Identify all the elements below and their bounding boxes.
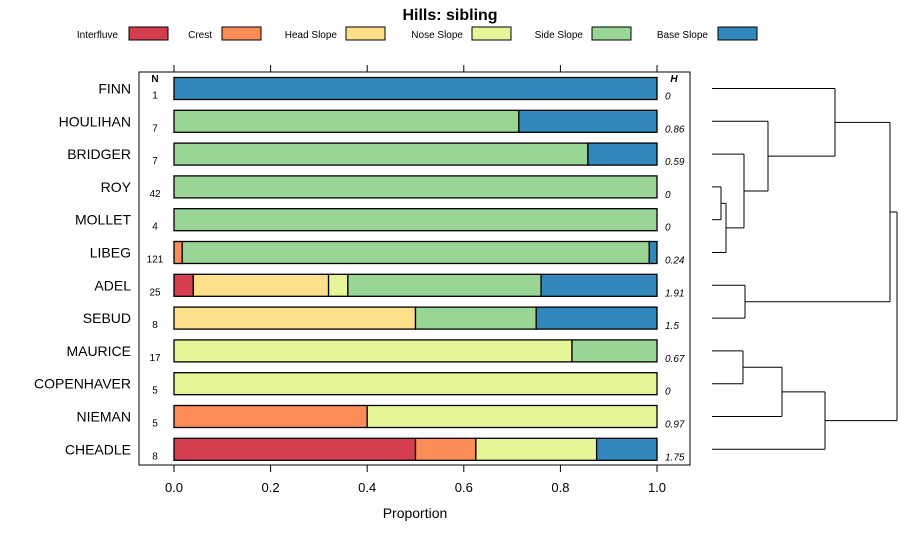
bar-segment-finn-base-slope	[173, 76, 658, 101]
row-label-finn: FINN	[98, 81, 131, 97]
x-tick-label: 0.0	[165, 480, 183, 495]
n-value-mollet: 4	[152, 222, 158, 233]
bar-segment-adel-base-slope	[540, 273, 658, 297]
bar-segment-cheadle-interfluve	[173, 437, 417, 461]
row-label-sebud: SEBUD	[83, 310, 131, 326]
bar-segment-sebud-base-slope	[535, 306, 658, 330]
h-value-maurice: 0.67	[665, 354, 685, 365]
n-value-adel: 25	[149, 287, 161, 298]
bar-segment-adel-interfluve	[173, 273, 194, 297]
bar-segment-mollet-side-slope	[173, 208, 658, 232]
x-tick-label: 0.2	[262, 480, 280, 495]
n-value-libeg: 121	[147, 255, 164, 266]
x-tick-label: 1.0	[648, 480, 666, 495]
legend-label-nose-slope: Nose Slope	[411, 30, 463, 41]
bar-segment-houlihan-side-slope	[173, 109, 520, 133]
n-value-maurice: 17	[149, 353, 161, 364]
bar-segment-copenhaver-nose-slope	[173, 372, 658, 396]
legend-swatch-side-slope	[591, 26, 632, 41]
legend-label-crest: Crest	[188, 30, 212, 41]
n-value-houlihan: 7	[152, 123, 158, 134]
legend-swatch-crest	[221, 26, 262, 41]
bar-segment-nieman-nose-slope	[366, 404, 658, 429]
row-label-adel: ADEL	[94, 277, 131, 293]
bar-segment-roy-side-slope	[173, 175, 658, 199]
row-label-roy: ROY	[101, 179, 132, 195]
bar-segment-libeg-side-slope	[181, 240, 650, 265]
legend-label-head-slope: Head Slope	[285, 30, 338, 41]
legend-swatch-head-slope	[345, 26, 386, 41]
plot-panel	[138, 71, 691, 466]
row-label-cheadle: CHEADLE	[65, 441, 131, 457]
h-value-mollet: 0	[665, 223, 671, 234]
row-label-bridger: BRIDGER	[67, 146, 131, 162]
bar-segment-adel-head-slope	[192, 273, 330, 297]
n-value-cheadle: 8	[152, 451, 158, 462]
n-value-copenhaver: 5	[152, 386, 158, 397]
n-value-finn: 1	[152, 91, 158, 102]
bar-segment-libeg-base-slope	[648, 240, 658, 265]
row-label-houlihan: HOULIHAN	[59, 113, 131, 129]
h-value-cheadle: 1.75	[665, 452, 685, 463]
bar-segment-libeg-crest	[173, 240, 183, 265]
n-value-roy: 42	[149, 189, 161, 200]
bar-segment-cheadle-crest	[414, 437, 477, 461]
h-value-adel: 1.91	[665, 288, 684, 299]
row-label-nieman: NIEMAN	[77, 409, 131, 425]
h-value-finn: 0	[665, 92, 671, 103]
bar-segment-maurice-side-slope	[571, 339, 658, 363]
bar-segment-adel-nose-slope	[327, 273, 349, 297]
legend-label-side-slope: Side Slope	[535, 30, 584, 41]
bar-segment-sebud-head-slope	[173, 306, 417, 330]
n-value-nieman: 5	[152, 419, 158, 430]
x-axis: 0.0 0.2 0.4 0.6 0.8 1.0	[165, 65, 666, 495]
bar-segment-sebud-side-slope	[414, 306, 537, 330]
h-value-sebud: 1.5	[665, 321, 679, 332]
x-axis-label: Proportion	[383, 505, 448, 521]
chart-title: Hills: sibling	[402, 7, 497, 24]
legend-swatch-interfluve	[128, 26, 169, 41]
row-label-libeg: LIBEG	[90, 245, 131, 261]
legend-label-interfluve: Interfluve	[77, 30, 119, 41]
h-value-copenhaver: 0	[665, 387, 671, 398]
h-value-bridger: 0.59	[665, 157, 685, 168]
bar-segment-cheadle-nose-slope	[475, 437, 598, 461]
bar-segment-cheadle-base-slope	[595, 437, 658, 461]
h-value-roy: 0	[665, 190, 671, 201]
bar-segment-nieman-crest	[173, 404, 368, 429]
bars	[173, 76, 658, 461]
h-value-nieman: 0.97	[665, 420, 685, 431]
bar-segment-maurice-nose-slope	[173, 339, 573, 363]
bar-segment-adel-side-slope	[347, 273, 542, 297]
row-labels: N H FINN 1 0 HOULIHAN 7 0.86 BRIDGER 7 0.59 ROY 42 0 M…	[34, 74, 685, 463]
n-value-bridger: 7	[152, 156, 158, 167]
h-value-houlihan: 0.86	[665, 124, 685, 135]
row-label-copenhaver: COPENHAVER	[34, 376, 131, 392]
n-value-sebud: 8	[152, 320, 158, 331]
x-tick-label: 0.8	[551, 480, 569, 495]
legend: Interfluve Crest Head Slope Nose Slope Side …	[77, 26, 758, 41]
legend-label-base-slope: Base Slope	[657, 30, 709, 41]
x-tick-label: 0.4	[358, 480, 376, 495]
bar-segment-bridger-base-slope	[587, 142, 658, 166]
h-value-libeg: 0.24	[665, 256, 685, 267]
row-label-maurice: MAURICE	[66, 343, 131, 359]
n-header: N	[151, 74, 158, 85]
row-label-mollet: MOLLET	[75, 212, 131, 228]
bar-segment-houlihan-base-slope	[518, 109, 658, 133]
h-header: H	[670, 74, 678, 85]
legend-swatch-nose-slope	[471, 26, 512, 41]
dendrogram	[712, 88, 898, 450]
bar-segment-bridger-side-slope	[173, 142, 589, 166]
legend-swatch-base-slope	[717, 26, 758, 41]
x-tick-label: 0.6	[455, 480, 473, 495]
